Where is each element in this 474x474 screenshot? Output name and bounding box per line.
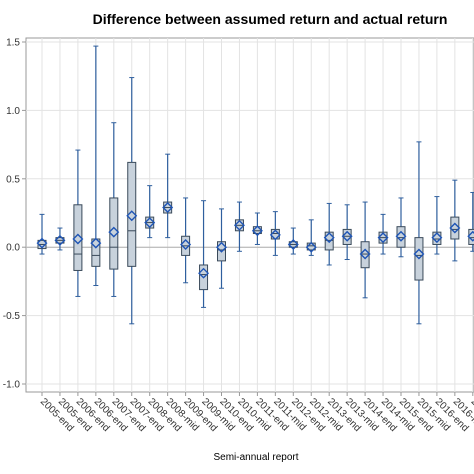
y-tick-label: 1.5 — [6, 38, 20, 49]
plot-area — [25, 37, 474, 393]
box-18 — [341, 204, 353, 261]
mean-marker — [72, 233, 84, 245]
y-tick-label: 0.0 — [6, 243, 20, 254]
box-16 — [305, 219, 317, 256]
box-25 — [467, 191, 474, 252]
box-8 — [162, 153, 174, 239]
iqr-box — [396, 226, 406, 248]
box-1 — [36, 213, 48, 255]
mean-marker — [198, 267, 210, 279]
mean-marker — [287, 238, 299, 250]
box-17 — [323, 202, 335, 266]
y-axis: -1.0 -0.5 0.0 0.5 1.0 1.5 — [3, 38, 26, 391]
box-3 — [72, 149, 84, 297]
y-tick-label: 0.5 — [6, 174, 20, 185]
box-5 — [108, 122, 120, 297]
box-19 — [359, 201, 371, 299]
mean-marker — [467, 230, 474, 242]
box-4 — [90, 45, 102, 287]
x-axis-title: Semi-annual report — [213, 452, 298, 463]
box-23 — [431, 196, 443, 255]
chart-title: Difference between assumed return and ac… — [93, 11, 448, 27]
mean-marker — [180, 238, 192, 250]
mean-marker — [377, 232, 389, 244]
box-15 — [287, 227, 299, 255]
box-12 — [233, 201, 245, 252]
box-22 — [413, 141, 425, 325]
box-2 — [54, 227, 66, 251]
mean-marker — [449, 222, 461, 234]
y-tick-label: -1.0 — [3, 380, 21, 391]
iqr-box — [324, 231, 334, 251]
mean-marker — [395, 230, 407, 242]
mean-marker — [36, 237, 48, 249]
mean-marker — [54, 234, 66, 246]
box-14 — [269, 211, 281, 256]
mean-marker — [216, 241, 227, 253]
y-tick-label: 1.0 — [6, 106, 20, 117]
mean-marker — [359, 248, 371, 260]
mean-marker — [144, 217, 156, 229]
mean-marker — [108, 226, 120, 238]
box-9 — [180, 197, 192, 284]
box-13 — [251, 212, 263, 245]
mean-marker — [305, 241, 317, 253]
box-6 — [126, 77, 138, 325]
plot-frame — [25, 37, 474, 393]
x-axis: 2005-end2005-end2006-end2006-end2007-end… — [38, 392, 474, 434]
box-11 — [216, 208, 227, 289]
box-24 — [449, 179, 461, 262]
mean-marker — [269, 229, 281, 241]
iqr-box — [360, 241, 370, 269]
mean-marker — [341, 230, 353, 242]
mean-marker — [251, 225, 263, 237]
iqr-box — [450, 216, 460, 240]
mean-marker — [90, 237, 102, 249]
box-7 — [144, 185, 156, 239]
mean-marker — [126, 210, 138, 222]
mean-marker — [431, 232, 443, 244]
mean-marker — [162, 202, 174, 214]
box-20 — [377, 213, 389, 255]
y-tick-label: -0.5 — [3, 311, 21, 322]
box-21 — [395, 197, 407, 258]
mean-marker — [413, 248, 425, 260]
box-series — [36, 45, 474, 325]
iqr-box — [91, 238, 101, 267]
mean-marker — [323, 232, 335, 244]
mean-marker — [233, 219, 245, 231]
box-10 — [198, 200, 210, 308]
